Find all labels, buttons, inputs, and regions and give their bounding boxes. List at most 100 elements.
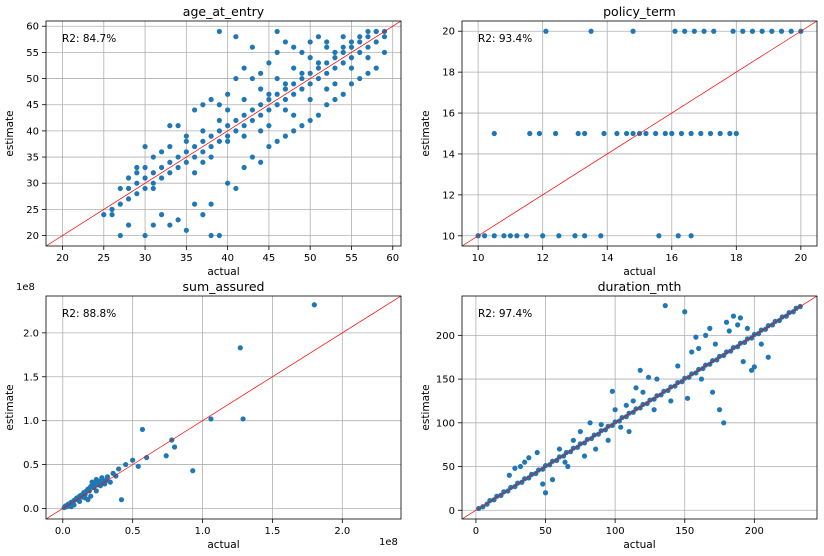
data-point [291,128,297,134]
data-point [737,315,744,321]
data-point [491,233,497,239]
data-point [104,474,111,480]
data-point [751,364,757,370]
data-point [373,28,379,35]
data-point [118,497,125,503]
data-point [324,70,330,76]
data-point [307,117,313,124]
data-point [216,128,222,134]
data-point [282,133,289,139]
data-point [249,107,255,113]
data-point [630,28,636,34]
data-point [101,212,107,218]
data-point [117,185,123,192]
data-point [274,28,280,35]
data-point [208,96,214,103]
data-point [651,407,657,413]
data-point [740,28,746,34]
data-point [142,232,148,239]
r2-annotation: R2: 97.4% [478,308,532,320]
reference-line [46,21,401,246]
data-point [698,376,705,382]
data-point [618,424,624,430]
data-point [109,206,115,212]
data-point [645,374,652,380]
data-point [291,81,297,87]
points [101,28,388,239]
data-point [758,341,764,347]
data-point [332,49,338,55]
data-point [575,130,581,137]
data-point [744,325,750,331]
data-point [282,39,289,45]
data-point [577,428,583,435]
data-point [582,130,588,137]
data-point [150,185,156,192]
data-point [315,60,322,66]
data-point [688,233,694,239]
data-point [675,363,681,369]
data-point [123,461,129,468]
data-point [556,233,562,239]
data-point [135,463,141,469]
chart-title: policy_term [603,4,676,19]
data-point [167,222,173,228]
chart-panel-duration_mth: 0 50 100 150 200 0 50 100 150 200 duration_mthactu… [420,279,818,551]
data-point [99,475,105,481]
data-point [266,96,272,103]
data-point [348,65,355,71]
data-point [125,222,132,228]
data-point [357,75,363,82]
data-point [656,233,662,239]
data-point [678,130,685,137]
data-point [614,130,620,137]
data-point [324,44,330,50]
data-point [534,449,540,456]
x-tick-label: 0.5 [125,526,141,537]
x-tick-label: 20 [56,253,69,264]
data-point [150,222,156,228]
data-point [299,123,305,129]
data-point [716,407,723,413]
data-point [200,102,206,108]
data-point [200,159,206,165]
data-point [654,376,660,382]
data-point [216,232,222,239]
data-point [570,437,576,443]
data-point [183,149,189,155]
data-point [225,107,231,113]
data-point [233,75,239,82]
chart-title: sum_assured [183,279,265,294]
x-tick-label: 55 [345,253,358,264]
data-point [726,328,732,334]
data-point [258,86,264,92]
data-point [274,49,280,55]
data-point [134,191,140,197]
data-point [682,309,688,315]
data-point [200,212,206,218]
data-point [266,91,272,97]
x-tick-label: 100 [606,526,625,537]
data-point [96,478,102,484]
y-tick-label: 100 [436,418,455,429]
data-point [721,420,727,426]
x-tick-label: 45 [263,253,276,264]
data-point [565,463,571,470]
y-tick-label: 35 [26,153,39,164]
data-point [526,455,532,461]
data-point [192,201,198,207]
data-point [672,28,678,34]
data-point [134,180,140,186]
data-point [258,128,264,134]
data-point [311,302,317,308]
x-tick-label: 10 [472,253,485,264]
data-point [315,65,322,71]
data-point [258,70,264,76]
data-point [357,39,363,45]
x-tick-label: 40 [221,253,234,264]
data-point [748,367,755,373]
data-point [150,180,156,186]
data-point [348,44,355,50]
data-point [175,217,181,223]
data-point [274,102,280,108]
